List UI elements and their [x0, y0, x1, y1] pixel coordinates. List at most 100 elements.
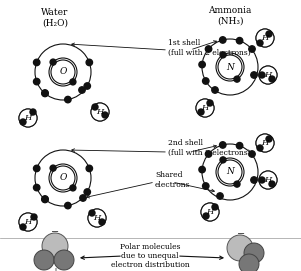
Circle shape: [236, 143, 243, 149]
Circle shape: [269, 181, 275, 187]
Circle shape: [266, 31, 272, 37]
Circle shape: [84, 189, 90, 195]
Circle shape: [70, 185, 76, 191]
Circle shape: [236, 37, 243, 44]
Circle shape: [259, 72, 265, 78]
Circle shape: [89, 210, 95, 216]
Circle shape: [102, 112, 108, 118]
Circle shape: [199, 166, 205, 173]
Text: 1st shell
(full with 2 electrons): 1st shell (full with 2 electrons): [168, 39, 251, 57]
Circle shape: [234, 76, 240, 82]
Text: H: H: [24, 114, 32, 122]
Text: −: −: [51, 227, 59, 237]
Circle shape: [20, 224, 26, 230]
Circle shape: [88, 209, 106, 227]
Circle shape: [50, 59, 56, 65]
Circle shape: [212, 87, 218, 93]
Text: +: +: [51, 267, 59, 271]
Circle shape: [92, 104, 98, 110]
Text: H: H: [261, 139, 268, 147]
Circle shape: [33, 59, 40, 66]
Circle shape: [207, 100, 213, 106]
Circle shape: [212, 204, 218, 210]
Circle shape: [259, 171, 277, 189]
Circle shape: [259, 66, 277, 84]
Circle shape: [199, 61, 205, 68]
Circle shape: [249, 151, 255, 157]
Circle shape: [91, 103, 109, 121]
Circle shape: [256, 134, 274, 152]
Circle shape: [256, 29, 274, 47]
Circle shape: [34, 250, 54, 270]
Circle shape: [266, 136, 272, 142]
Circle shape: [19, 213, 37, 231]
Circle shape: [65, 96, 71, 103]
Circle shape: [234, 181, 240, 187]
Circle shape: [217, 193, 223, 199]
Circle shape: [51, 60, 75, 84]
Circle shape: [54, 250, 74, 270]
Circle shape: [220, 52, 226, 58]
Circle shape: [244, 243, 264, 263]
Circle shape: [80, 195, 86, 201]
Circle shape: [99, 219, 105, 225]
Circle shape: [86, 59, 92, 66]
Circle shape: [42, 196, 48, 202]
Text: Shared
electrons: Shared electrons: [155, 171, 191, 189]
Circle shape: [257, 145, 263, 151]
Circle shape: [220, 157, 226, 163]
Circle shape: [203, 213, 209, 219]
Circle shape: [86, 165, 92, 172]
Text: H: H: [264, 71, 272, 79]
Circle shape: [196, 99, 214, 117]
Text: Water
(H₂O): Water (H₂O): [41, 8, 69, 27]
Circle shape: [269, 76, 275, 82]
Circle shape: [203, 183, 209, 189]
Circle shape: [33, 184, 40, 191]
Circle shape: [251, 72, 257, 78]
Circle shape: [79, 87, 85, 93]
Circle shape: [218, 55, 242, 79]
Circle shape: [251, 177, 257, 183]
Circle shape: [84, 83, 90, 89]
Circle shape: [51, 166, 75, 190]
Circle shape: [42, 196, 48, 203]
Text: 2nd shell
(full with 8 electrons): 2nd shell (full with 8 electrons): [168, 139, 251, 157]
Text: N: N: [226, 63, 234, 72]
Circle shape: [259, 177, 265, 183]
Circle shape: [205, 151, 212, 157]
Circle shape: [239, 254, 259, 271]
Circle shape: [70, 79, 76, 85]
Text: N: N: [226, 167, 234, 176]
Circle shape: [42, 233, 68, 259]
Circle shape: [201, 203, 219, 221]
Text: O: O: [59, 67, 67, 76]
Text: H: H: [264, 176, 272, 184]
Circle shape: [31, 214, 37, 220]
Text: H: H: [93, 214, 101, 222]
Circle shape: [30, 109, 36, 115]
Text: H: H: [206, 208, 214, 216]
Circle shape: [249, 46, 255, 52]
Circle shape: [257, 40, 263, 46]
Circle shape: [42, 90, 48, 96]
Circle shape: [219, 142, 226, 148]
Text: H: H: [24, 218, 32, 226]
Circle shape: [20, 119, 26, 125]
Text: Polar molecules
due to unequal
electron distribution: Polar molecules due to unequal electron …: [111, 243, 189, 269]
Text: Ammonia
(NH₃): Ammonia (NH₃): [208, 6, 252, 25]
Circle shape: [33, 165, 40, 172]
Circle shape: [50, 165, 56, 171]
Text: H: H: [261, 34, 268, 42]
Text: O: O: [59, 173, 67, 182]
Circle shape: [42, 90, 48, 97]
Circle shape: [227, 235, 253, 261]
Circle shape: [205, 46, 212, 52]
Text: H: H: [96, 108, 104, 116]
Circle shape: [219, 37, 226, 43]
Circle shape: [203, 78, 209, 84]
Circle shape: [65, 202, 71, 209]
Circle shape: [218, 160, 242, 184]
Circle shape: [19, 109, 37, 127]
Text: H: H: [201, 104, 209, 112]
